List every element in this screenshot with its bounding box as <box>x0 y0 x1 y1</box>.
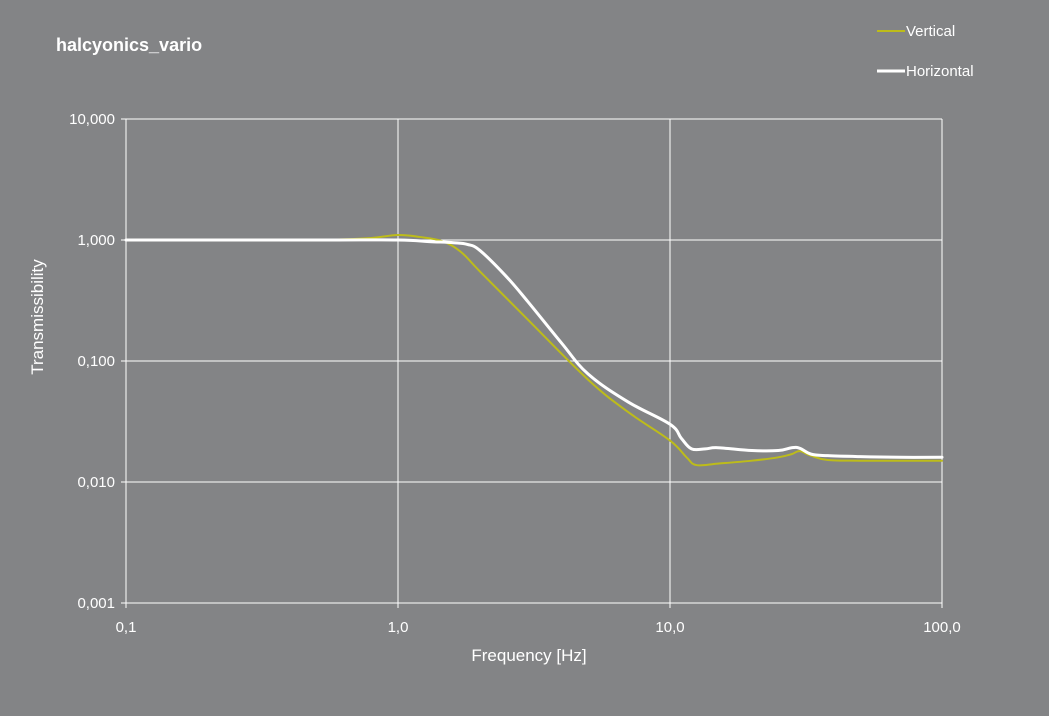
x-tick-label: 0,1 <box>116 619 137 636</box>
y-tick-label: 0,001 <box>77 595 115 612</box>
y-axis-label: Transmissibility <box>28 259 47 375</box>
x-tick-label: 100,0 <box>923 619 961 636</box>
series-lines <box>124 233 944 467</box>
legend-label-horizontal: Horizontal <box>906 63 974 80</box>
y-tick-label: 1,000 <box>77 232 115 249</box>
y-tick-label: 10,000 <box>69 111 115 128</box>
x-tick-label: 10,0 <box>655 619 684 636</box>
y-tick-labels: 10,000 1,000 0,100 0,010 0,001 <box>69 111 115 612</box>
legend-label-vertical: Vertical <box>906 23 955 40</box>
grid <box>121 118 943 608</box>
x-tick-labels: 0,1 1,0 10,0 100,0 <box>116 619 961 636</box>
x-axis-label: Frequency [Hz] <box>471 646 586 665</box>
x-tick-label: 1,0 <box>388 619 409 636</box>
legend: Vertical Horizontal <box>877 23 974 80</box>
chart-title: halcyonics_vario <box>56 35 202 55</box>
series-line-vertical <box>125 233 943 467</box>
series-line-horizontal <box>124 238 944 459</box>
y-tick-label: 0,010 <box>77 474 115 491</box>
y-tick-label: 0,100 <box>77 353 115 370</box>
